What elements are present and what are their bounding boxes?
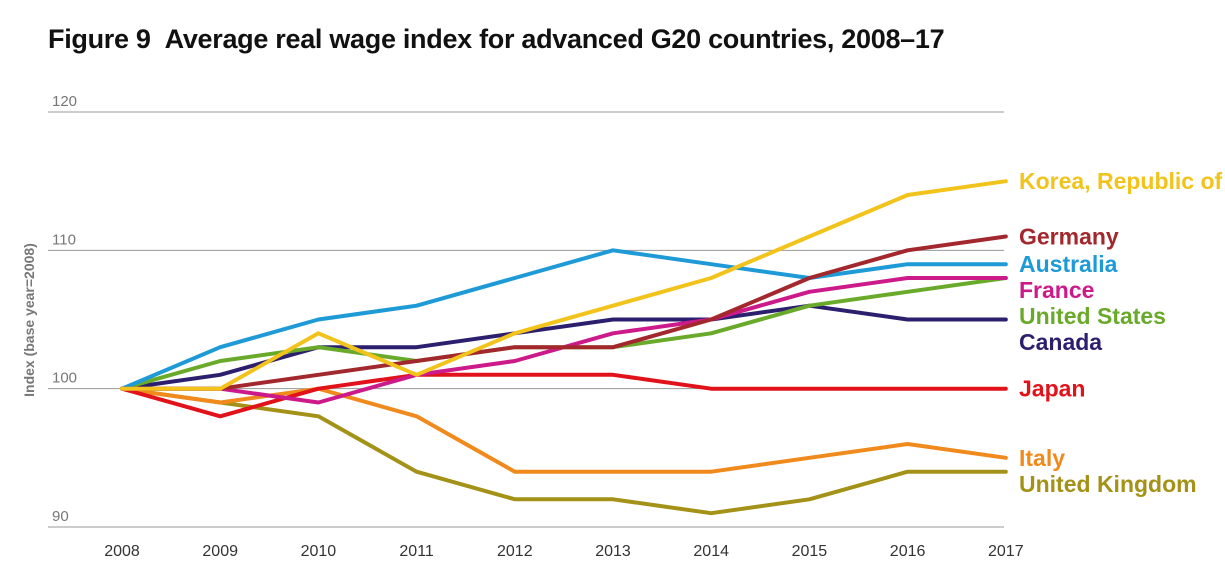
x-tick-label-2015: 2015: [792, 543, 828, 560]
series-line-united-kingdom: [120, 386, 1008, 516]
x-tick-label-2009: 2009: [202, 543, 238, 560]
series-line-australia: [120, 248, 1008, 391]
series-line-korea-republic-of: [120, 179, 1008, 391]
y-tick-label-120: 120: [52, 93, 77, 110]
legend-label-korea-republic-of: Korea, Republic of: [1019, 168, 1223, 194]
chart-title: Figure 9 Average real wage index for adva…: [48, 24, 945, 55]
figure-number: Figure 9: [48, 24, 151, 54]
x-tick-label-2016: 2016: [890, 543, 926, 560]
x-tick-label-2013: 2013: [595, 543, 631, 560]
series-line-italy: [120, 386, 1008, 474]
x-axis-ticks: 2008 2009 2010 2011 2012 2013 2014 2015 2016 2017: [104, 543, 1023, 560]
y-axis-ticks: 90 100 110 120: [52, 93, 77, 525]
series-line-germany: [120, 234, 1008, 391]
legend-label-germany: Germany: [1019, 224, 1119, 250]
legend-label-italy: Italy: [1019, 445, 1065, 471]
figure-title-text: Average real wage index for advanced G20…: [164, 24, 945, 54]
legend-label-france: France: [1019, 277, 1094, 303]
legend-label-united-states: United States: [1019, 303, 1166, 329]
x-tick-label-2017: 2017: [988, 543, 1024, 560]
series-lines: [120, 179, 1008, 516]
y-tick-label-90: 90: [52, 508, 69, 525]
series-line-japan: [120, 372, 1008, 419]
x-tick-label-2012: 2012: [497, 543, 533, 560]
x-tick-label-2010: 2010: [301, 543, 337, 560]
series-line-united-states: [120, 276, 1008, 391]
legend-label-australia: Australia: [1019, 251, 1118, 277]
y-tick-label-110: 110: [52, 231, 76, 248]
y-axis-label: Index (base year=2008): [21, 243, 37, 397]
legend-label-united-kingdom: United Kingdom: [1019, 471, 1197, 497]
x-tick-label-2008: 2008: [104, 543, 140, 560]
grid-lines: [48, 111, 1004, 528]
legend: Korea, Republic of GermanyAustraliaFrance…: [1019, 168, 1223, 497]
y-tick-label-100: 100: [52, 370, 77, 387]
x-tick-label-2011: 2011: [399, 543, 434, 560]
x-tick-label-2014: 2014: [693, 543, 729, 560]
legend-label-japan: Japan: [1019, 376, 1085, 402]
legend-label-canada: Canada: [1019, 329, 1102, 355]
